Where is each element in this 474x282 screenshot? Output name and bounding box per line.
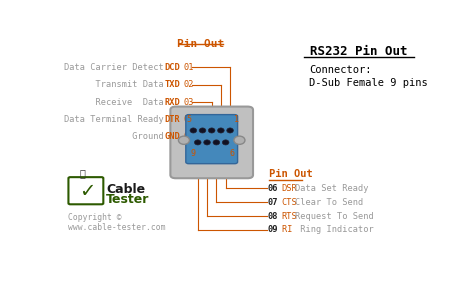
Text: 5: 5 bbox=[186, 115, 191, 124]
Text: RTS: RTS bbox=[282, 212, 298, 221]
Text: 07: 07 bbox=[268, 198, 278, 207]
Ellipse shape bbox=[209, 128, 215, 133]
Text: 6: 6 bbox=[229, 149, 234, 158]
Text: DSR: DSR bbox=[282, 184, 298, 193]
Text: Data Terminal Ready: Data Terminal Ready bbox=[64, 115, 164, 124]
Ellipse shape bbox=[190, 128, 197, 133]
Text: ✓: ✓ bbox=[80, 182, 96, 201]
Text: 08: 08 bbox=[268, 212, 278, 221]
Text: www.cable-tester.com: www.cable-tester.com bbox=[68, 223, 166, 232]
Text: 06: 06 bbox=[268, 184, 278, 193]
Text: Pin Out: Pin Out bbox=[269, 169, 313, 179]
Text: RI: RI bbox=[282, 225, 298, 234]
Text: Receive  Data: Receive Data bbox=[85, 98, 164, 107]
Text: RS232 Pin Out: RS232 Pin Out bbox=[310, 45, 407, 58]
Ellipse shape bbox=[194, 140, 201, 145]
Text: RXD: RXD bbox=[164, 98, 181, 107]
Text: Clear To Send: Clear To Send bbox=[295, 198, 364, 207]
Text: DTR: DTR bbox=[164, 115, 181, 124]
Ellipse shape bbox=[227, 128, 233, 133]
Text: 04: 04 bbox=[183, 115, 193, 124]
Text: TXD: TXD bbox=[164, 80, 181, 89]
Ellipse shape bbox=[218, 128, 224, 133]
Ellipse shape bbox=[213, 140, 219, 145]
Text: D-Sub Female 9 pins: D-Sub Female 9 pins bbox=[309, 78, 428, 88]
Text: GND: GND bbox=[164, 133, 181, 142]
Text: Ring Indicator: Ring Indicator bbox=[295, 225, 374, 234]
Text: ⏻: ⏻ bbox=[80, 168, 86, 178]
Text: 9: 9 bbox=[191, 149, 196, 158]
Ellipse shape bbox=[234, 136, 245, 144]
FancyBboxPatch shape bbox=[170, 107, 253, 178]
Text: 1: 1 bbox=[234, 115, 239, 124]
FancyBboxPatch shape bbox=[186, 114, 237, 164]
Text: CTS: CTS bbox=[282, 198, 298, 207]
Text: Transmit Data: Transmit Data bbox=[85, 80, 164, 89]
Text: Connector:: Connector: bbox=[309, 65, 372, 75]
Text: 03: 03 bbox=[183, 98, 193, 107]
Text: Tester: Tester bbox=[106, 193, 149, 206]
FancyBboxPatch shape bbox=[68, 177, 103, 204]
Text: 01: 01 bbox=[183, 63, 193, 72]
Ellipse shape bbox=[222, 140, 229, 145]
Text: Data Set Ready: Data Set Ready bbox=[295, 184, 369, 193]
Text: 02: 02 bbox=[183, 80, 193, 89]
Text: Pin Out: Pin Out bbox=[177, 39, 224, 49]
Text: Cable: Cable bbox=[106, 182, 145, 196]
Text: Ground: Ground bbox=[85, 133, 164, 142]
Text: Copyright ©: Copyright © bbox=[68, 213, 122, 222]
Ellipse shape bbox=[199, 128, 206, 133]
Text: Data Carrier Detect: Data Carrier Detect bbox=[64, 63, 164, 72]
Ellipse shape bbox=[178, 136, 190, 144]
Text: 05: 05 bbox=[183, 133, 193, 142]
Text: Request To Send: Request To Send bbox=[295, 212, 374, 221]
Ellipse shape bbox=[204, 140, 210, 145]
Text: DCD: DCD bbox=[164, 63, 181, 72]
Text: 09: 09 bbox=[268, 225, 278, 234]
